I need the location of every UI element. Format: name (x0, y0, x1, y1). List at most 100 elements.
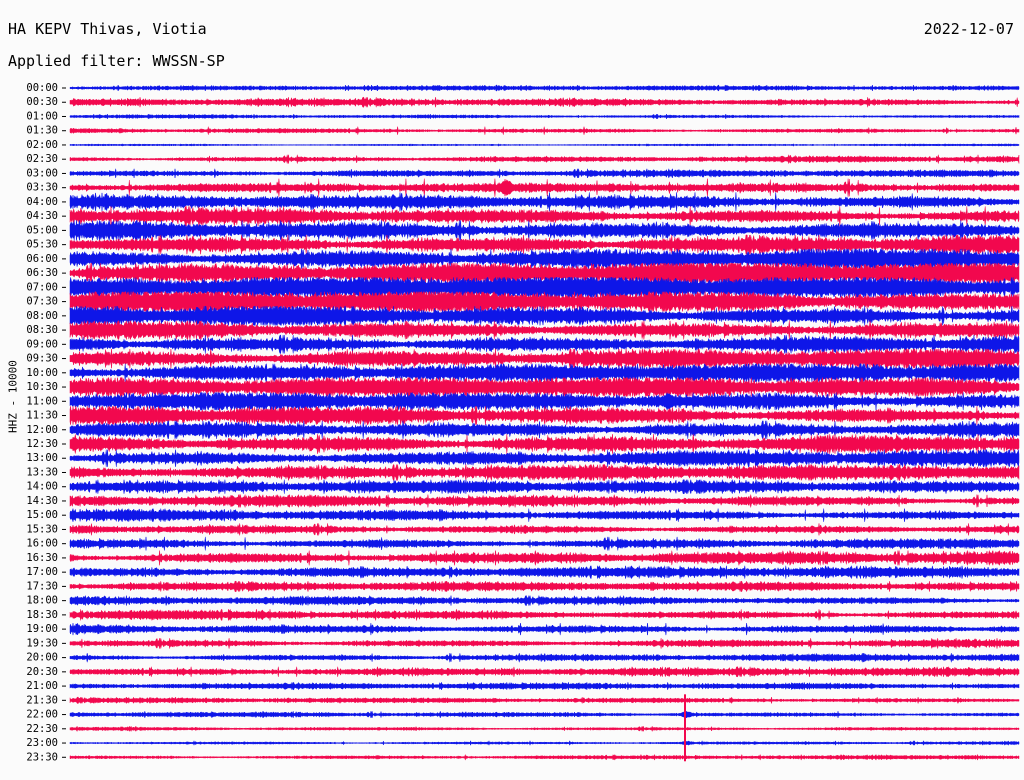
seismic-trace-row (69, 113, 1020, 120)
time-tick-label: 09:30 (26, 353, 58, 365)
seismic-trace-row (69, 696, 1020, 705)
time-tick-label: 05:00 (26, 224, 58, 236)
trace-group (69, 84, 1020, 762)
seismic-trace-row (69, 622, 1020, 636)
seismic-trace-row (69, 594, 1020, 607)
time-tick-labels: 00:00 00:30 01:00 01:30 02:00 02:30 03:00 03:30… (26, 82, 58, 763)
seismic-trace-row (69, 96, 1020, 108)
seismic-trace-row (69, 608, 1020, 622)
time-tick-label: 08:30 (26, 324, 58, 336)
seismic-trace-row (69, 507, 1020, 523)
seismic-trace-row (69, 334, 1020, 355)
time-tick-label: 23:00 (26, 737, 58, 749)
seismic-trace-row (69, 710, 1020, 719)
time-tick-label: 13:30 (26, 466, 58, 478)
time-tick-label: 22:00 (26, 709, 58, 721)
seismic-trace-row (69, 248, 1020, 270)
time-tick-label: 06:00 (26, 253, 58, 265)
time-tick-label: 15:30 (26, 523, 58, 535)
time-tick-label: 17:30 (26, 580, 58, 592)
seismic-trace-row (69, 740, 1020, 746)
seismic-trace-row (69, 206, 1020, 227)
seismic-trace-row (69, 580, 1020, 593)
seismic-trace-row (69, 305, 1020, 327)
time-tick-label: 14:00 (26, 481, 58, 493)
seismic-trace-row (69, 463, 1020, 482)
time-tick-label: 22:30 (26, 723, 58, 735)
seismic-trace-row (69, 448, 1020, 468)
applied-filter-label: Applied filter: WWSSN-SP (8, 52, 225, 70)
time-tick-label: 21:30 (26, 694, 58, 706)
time-tick-label: 14:30 (26, 495, 58, 507)
time-tick-label: 06:30 (26, 267, 58, 279)
time-tick-label: 13:00 (26, 452, 58, 464)
seismic-trace-row (69, 536, 1020, 551)
seismic-trace-row (69, 143, 1020, 147)
seismic-trace-row (69, 564, 1020, 580)
time-tick-label: 12:00 (26, 424, 58, 436)
seismic-trace-row (69, 523, 1020, 536)
time-tick-label: 19:30 (26, 637, 58, 649)
seismic-trace-row (69, 549, 1020, 567)
station-title: HA KEPV Thivas, Viotia (8, 20, 207, 38)
time-tick-label: 00:00 (26, 82, 58, 94)
seismic-trace-row (69, 725, 1020, 733)
time-tick-label: 20:00 (26, 652, 58, 664)
time-tick-label: 07:00 (26, 281, 58, 293)
time-tick-label: 11:00 (26, 395, 58, 407)
time-tick-label: 16:30 (26, 552, 58, 564)
time-tick-label: 18:30 (26, 609, 58, 621)
time-tick-label: 00:30 (26, 96, 58, 108)
seismic-trace-row (69, 493, 1020, 509)
seismogram-svg: 00:00 00:30 01:00 01:30 02:00 02:30 03:00 03:30… (26, 82, 1020, 763)
time-tick-label: 03:00 (26, 167, 58, 179)
time-tick-label: 01:00 (26, 110, 58, 122)
seismic-trace-row (69, 433, 1020, 455)
time-tick-label: 09:00 (26, 338, 58, 350)
time-tick-label: 02:30 (26, 153, 58, 165)
time-tick-label: 18:00 (26, 595, 58, 607)
time-tick-label: 23:30 (26, 751, 58, 763)
seismic-trace-row (69, 478, 1020, 495)
seismic-trace-row (69, 234, 1020, 256)
seismic-trace-row (69, 178, 1020, 198)
time-tick-label: 07:30 (26, 296, 58, 308)
seismic-trace-row (69, 362, 1020, 383)
time-tick-label: 10:00 (26, 367, 58, 379)
seismic-trace-row (69, 167, 1020, 179)
seismic-trace-row (69, 391, 1020, 412)
seismic-trace-row (69, 637, 1020, 649)
seismic-trace-row (69, 154, 1020, 164)
time-tick-label: 03:30 (26, 182, 58, 194)
seismic-trace-row (69, 192, 1020, 212)
seismic-trace-row (69, 219, 1020, 242)
seismic-trace-row (69, 348, 1020, 370)
seismic-trace-row (69, 753, 1020, 762)
time-tick-label: 21:00 (26, 680, 58, 692)
time-tick-label: 05:30 (26, 239, 58, 251)
seismic-trace-row (69, 319, 1020, 341)
time-tick-marks (62, 87, 66, 758)
seismic-trace-row (69, 665, 1020, 678)
record-date: 2022-12-07 (923, 20, 1014, 38)
time-tick-label: 11:30 (26, 410, 58, 422)
time-tick-label: 15:00 (26, 509, 58, 521)
seismic-trace-row (69, 276, 1020, 299)
time-tick-label: 16:00 (26, 538, 58, 550)
time-tick-label: 01:30 (26, 125, 58, 137)
time-tick-label: 04:00 (26, 196, 58, 208)
time-tick-label: 04:30 (26, 210, 58, 222)
time-tick-label: 12:30 (26, 438, 58, 450)
seismogram-plot-area: 00:00 00:30 01:00 01:30 02:00 02:30 03:00 03:30… (0, 80, 1024, 780)
seismic-trace-row (69, 405, 1020, 426)
time-tick-label: 08:00 (26, 310, 58, 322)
time-tick-label: 17:00 (26, 566, 58, 578)
seismic-trace-row (69, 376, 1020, 398)
time-tick-label: 10:30 (26, 381, 58, 393)
seismic-trace-row (69, 652, 1020, 664)
time-tick-label: 19:00 (26, 623, 58, 635)
time-tick-label: 20:30 (26, 666, 58, 678)
seismic-trace-row (69, 419, 1020, 440)
time-tick-label: 02:00 (26, 139, 58, 151)
